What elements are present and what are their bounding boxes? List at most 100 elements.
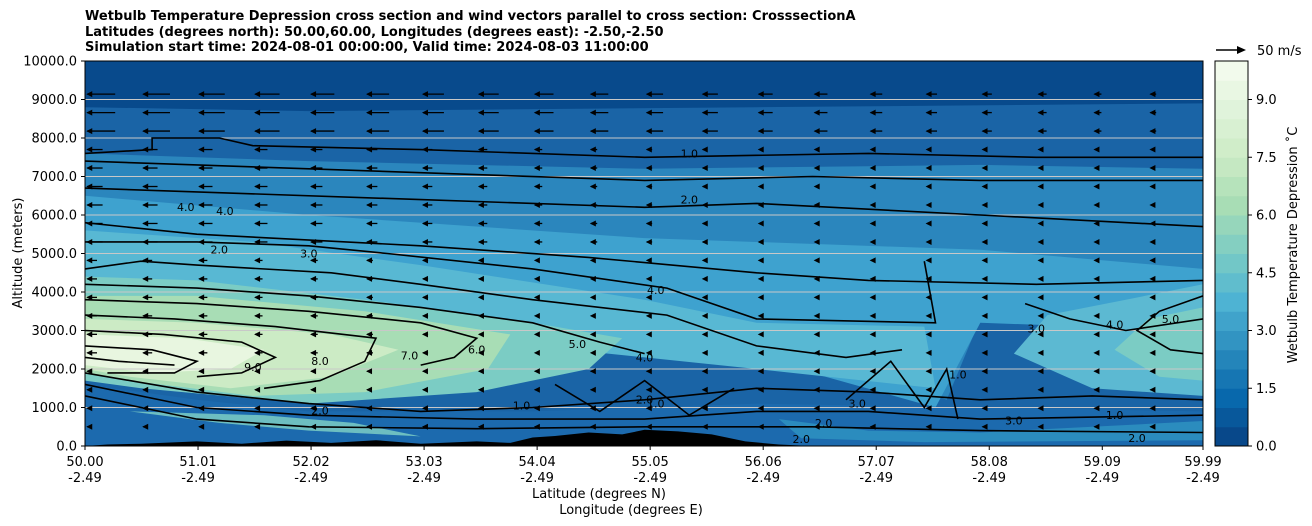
wind-vector-head: [310, 405, 317, 412]
wind-vector-head: [645, 128, 652, 135]
wind-vector-head: [254, 183, 261, 190]
contour-label: 7.0: [401, 349, 419, 362]
wind-vector-head: [645, 257, 652, 264]
wind-vector-head: [981, 405, 988, 412]
colorbar-step: [1215, 349, 1248, 370]
x-tick-label-lon: -2.49: [1085, 471, 1119, 486]
x-tick-label-lat: 51.01: [179, 455, 216, 470]
wind-vector-head: [645, 146, 652, 153]
wind-vector-head: [1037, 91, 1044, 98]
terrain: [85, 429, 813, 446]
x-tick-label-lat: 54.04: [519, 455, 556, 470]
y-tick-label: 6000.0: [32, 209, 78, 224]
wind-vector-head: [366, 312, 373, 319]
contour-1: [85, 137, 1203, 159]
x-tick-label-lat: 50.00: [66, 455, 103, 470]
wind-vector-head: [981, 294, 988, 301]
colorbar-step: [1215, 157, 1248, 177]
wind-vector-head: [1037, 294, 1044, 301]
band-low-right: [778, 419, 1203, 443]
contour-low-2: [85, 383, 1203, 420]
wind-vector-head: [477, 257, 484, 264]
wind-vector-head: [1037, 128, 1044, 135]
contour-label: 2.0: [636, 394, 654, 407]
wind-vector-head: [925, 257, 932, 264]
wind-vector-head: [757, 405, 764, 412]
colorbar-step: [1215, 80, 1248, 100]
wind-vector-head: [701, 183, 708, 190]
wind-vector-head: [1093, 91, 1100, 98]
wind-vector-head: [310, 294, 317, 301]
wind-vector-head: [142, 349, 149, 356]
wind-vector-head: [1149, 386, 1156, 393]
wind-vector-head: [310, 368, 317, 375]
wind-vector-head: [533, 201, 540, 208]
wind-vector-head: [86, 275, 93, 282]
wind-vector-head: [813, 165, 820, 172]
wind-vector-head: [310, 312, 317, 319]
x-tick-label-lon: -2.49: [520, 471, 554, 486]
wind-vector-head: [701, 386, 708, 393]
wind-vector-head: [310, 146, 317, 153]
wind-vector-head: [1093, 128, 1100, 135]
wind-vector-head: [1149, 128, 1156, 135]
wind-vector-head: [981, 257, 988, 264]
wind-vector-head: [1093, 423, 1100, 430]
wind-vector-head: [869, 201, 876, 208]
wind-vector-head: [1093, 257, 1100, 264]
contour-9: [85, 345, 200, 374]
wind-vector-head: [1093, 220, 1100, 227]
wind-vector-head: [981, 238, 988, 245]
wind-vector-head: [925, 128, 932, 135]
wind-vector-head: [198, 349, 205, 356]
wind-vector-head: [477, 109, 484, 116]
wind-vector-head: [1093, 275, 1100, 282]
y-tick-label: 4000.0: [32, 286, 78, 301]
wind-vector-head: [366, 128, 373, 135]
colorbar-tick-label: 9.0: [1256, 93, 1277, 108]
wind-vector-head: [142, 257, 149, 264]
wind-vector-head: [869, 91, 876, 98]
band-right-teal: [1114, 307, 1203, 381]
wind-vector-head: [310, 238, 317, 245]
contour-2b: [85, 221, 1203, 286]
wind-vector-head: [645, 405, 652, 412]
wind-vector-head: [1093, 294, 1100, 301]
wind-vector-head: [925, 294, 932, 301]
wind-vector-head: [981, 386, 988, 393]
contour-label: 1.0: [647, 398, 665, 411]
wind-vector-head: [142, 183, 149, 190]
wind-vector-head: [533, 128, 540, 135]
wind-vector-head: [1149, 294, 1156, 301]
wind-vector-head: [198, 294, 205, 301]
contour-label: 5.0: [569, 338, 587, 351]
contour-hills: [554, 379, 735, 417]
y-tick-label: 9000.0: [32, 93, 78, 108]
wind-vector-head: [925, 91, 932, 98]
wind-vector-head: [925, 312, 932, 319]
wind-vector-head: [421, 257, 428, 264]
wind-vector-head: [142, 165, 149, 172]
wind-vector-head: [981, 201, 988, 208]
wind-vector-head: [310, 257, 317, 264]
wind-vector-head: [198, 238, 205, 245]
wind-vector-head: [533, 257, 540, 264]
wind-vector-head: [589, 423, 596, 430]
wind-vector-head: [757, 275, 764, 282]
wind-vector-head: [310, 331, 317, 338]
wind-vector-head: [198, 165, 205, 172]
wind-vector-head: [1093, 349, 1100, 356]
colorbar-tick-label: 3.0: [1256, 324, 1277, 339]
wind-vector-head: [869, 146, 876, 153]
wind-vector-head: [869, 109, 876, 116]
wind-vector-head: [981, 275, 988, 282]
wind-vector-head: [589, 349, 596, 356]
wind-vector-head: [1037, 368, 1044, 375]
wind-vector-head: [533, 238, 540, 245]
colorbar-tick-label: 4.5: [1256, 266, 1277, 281]
colorbar-step: [1215, 138, 1248, 158]
wind-vector-head: [421, 238, 428, 245]
wind-vector-head: [645, 109, 652, 116]
wind-vector-head: [142, 294, 149, 301]
wind-vector-head: [645, 275, 652, 282]
